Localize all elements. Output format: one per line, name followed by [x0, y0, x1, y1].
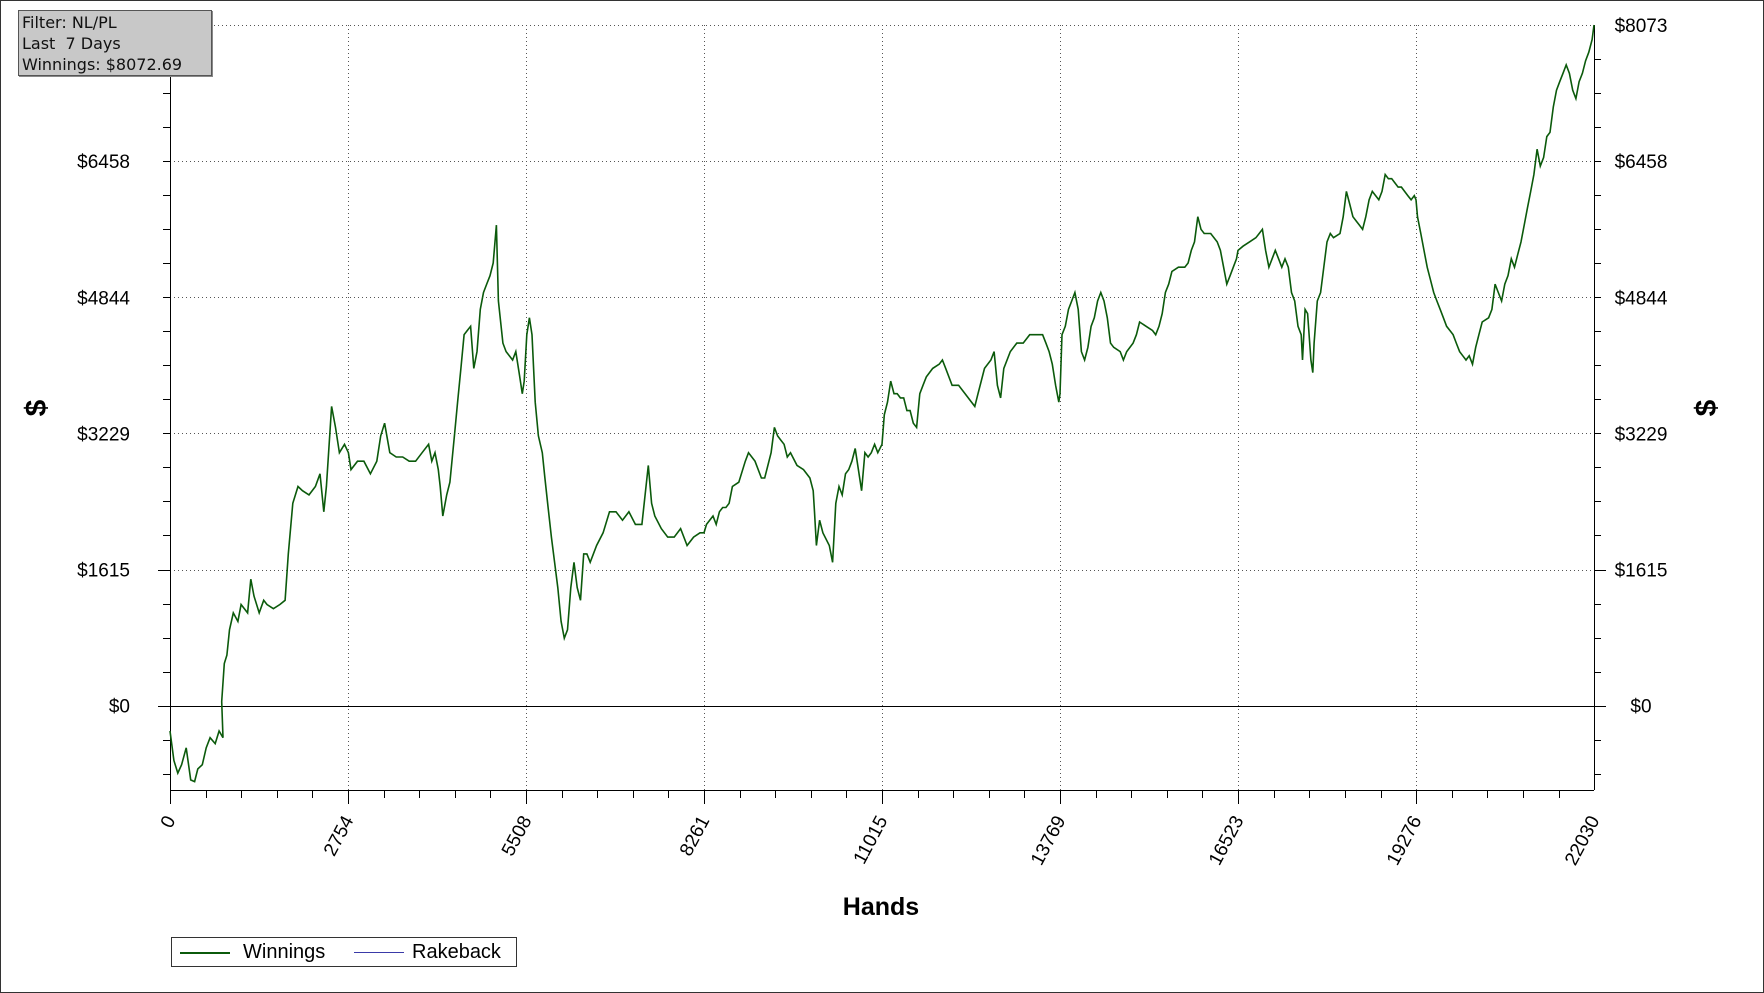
axes — [158, 25, 1606, 791]
period-text: Last 7 Days — [22, 34, 121, 53]
filter-text: Filter: NL/PL — [22, 13, 117, 32]
filter-info-box: Filter: NL/PL Last 7 Days Winnings: $807… — [18, 10, 212, 76]
series — [169, 24, 1595, 783]
tick-labels: $0 $0 $1615 $1615 $3229 $3229 $4844 $4844 $6458 $… — [77, 16, 1668, 869]
legend-label-winnings: Winnings — [243, 941, 326, 963]
x-tick-label: 19276 — [1383, 812, 1426, 869]
legend: Winnings Rakeback — [171, 937, 517, 967]
y-axis-label-left: $ — [20, 399, 53, 416]
x-tick-label: 11015 — [850, 812, 893, 867]
series-line-winnings — [169, 24, 1595, 783]
y-tick-label-left: $6458 — [77, 152, 130, 173]
y-tick-label-right: $1615 — [1615, 561, 1668, 582]
y-tick-label-left: $4844 — [77, 288, 130, 309]
y-tick-label-right: $3229 — [1615, 424, 1668, 445]
y-tick-label-left: $0 — [109, 697, 130, 718]
axis-ticks — [158, 59, 1606, 804]
x-tick-label: 16523 — [1205, 812, 1248, 869]
winnings-total-text: Winnings: $8072.69 — [22, 55, 183, 74]
legend-swatch-winnings — [180, 952, 230, 954]
x-tick-label: 8261 — [676, 812, 714, 859]
x-tick-label: 22030 — [1561, 812, 1604, 869]
y-axis-label-right: $ — [1690, 399, 1723, 416]
grid — [170, 25, 1594, 790]
y-tick-label-right: $6458 — [1615, 152, 1668, 173]
legend-label-rakeback: Rakeback — [412, 941, 501, 963]
x-tick-label: 5508 — [498, 812, 536, 859]
x-tick-label: 2754 — [320, 812, 359, 860]
y-tick-label-right: $0 — [1630, 697, 1651, 718]
legend-swatch-rakeback — [354, 952, 404, 953]
y-tick-label-left: $3229 — [77, 424, 130, 445]
x-tick-label: 0 — [157, 812, 181, 831]
y-tick-label-right: $4844 — [1615, 288, 1668, 309]
x-axis-label: Hands — [843, 893, 919, 921]
y-tick-label-left: $1615 — [77, 561, 130, 582]
x-tick-label: 13769 — [1027, 812, 1070, 869]
y-tick-label-right: $8073 — [1615, 16, 1668, 37]
